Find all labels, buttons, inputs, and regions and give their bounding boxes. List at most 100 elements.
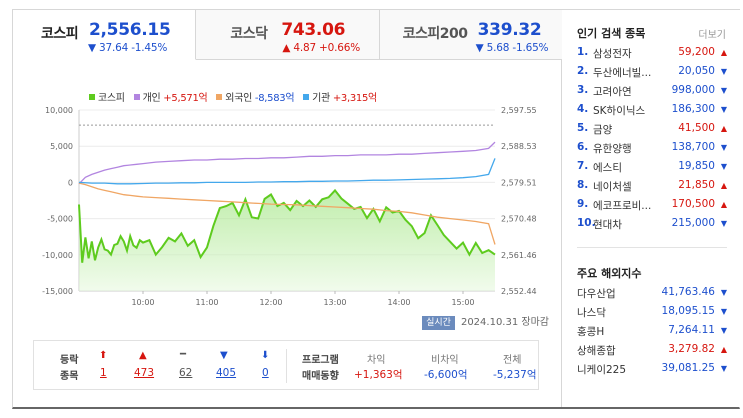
y-right-tick-label: 2,570.48	[501, 215, 537, 224]
tab-change-text: 37.64 -1.45%	[99, 42, 168, 54]
rank: 7.	[577, 160, 589, 172]
popular-item[interactable]: 10. 현대차 215,000 ▼	[577, 217, 727, 235]
index-name: 나스닥	[577, 307, 606, 319]
down-arrow-icon: ▼	[720, 67, 727, 76]
market-summary-box: 등락 종목 ⬆ 1 ▲ 473 ━ 62 ▼ 405 ⬇ 0 프로그램 매매동향…	[33, 340, 539, 390]
more-link[interactable]: 더보기	[698, 30, 726, 41]
stock-price: 41,500	[678, 122, 715, 134]
lower-limit-count[interactable]: 0	[262, 367, 269, 379]
legend-swatch	[303, 94, 310, 100]
investor-series-line	[78, 158, 496, 185]
up-arrow-icon: ▲	[720, 48, 727, 57]
chart-legend: 코스피 개인 +5,571억 외국인 -8,583억 기관 +3,315억	[89, 89, 383, 104]
x-tick-label: 12:00	[259, 298, 282, 307]
world-index-item[interactable]: 니케이225 39,081.25 ▼	[577, 362, 727, 380]
world-title: 주요 해외지수	[577, 267, 642, 280]
stock-price: 21,850	[678, 179, 715, 191]
investor-series-line	[78, 182, 496, 245]
y-left-tick-label: 0	[68, 178, 73, 187]
tab-change-text: 5.68 -1.65%	[486, 42, 549, 54]
index-panel: 코스피 2,556.15 ▼ 37.64 -1.45% 코스닥 743.06 ▲…	[13, 10, 562, 407]
y-left-tick-label: -5,000	[47, 215, 73, 224]
unchanged-count[interactable]: 62	[179, 367, 193, 379]
down-arrow-icon: ▼	[720, 86, 727, 95]
legend-swatch	[133, 94, 140, 100]
x-tick-label: 10:00	[131, 298, 154, 307]
down-arrow-icon: ▼	[720, 307, 727, 316]
stock-name: 현대차	[593, 219, 622, 231]
index-name: 상해종합	[577, 345, 616, 357]
y-right-tick-label: 2,597.55	[501, 106, 537, 115]
index-value: 3,279.82	[668, 343, 715, 355]
legend-label: 개인	[142, 93, 161, 104]
y-left-tick-label: -10,000	[42, 251, 73, 260]
x-tick-label: 13:00	[323, 298, 346, 307]
world-index-item[interactable]: 다우산업 41,763.46 ▼	[577, 286, 727, 304]
realtime-badge[interactable]: 실시간	[422, 316, 455, 330]
popular-item[interactable]: 9. 에코프로비... 170,500 ▲	[577, 198, 727, 216]
popular-item[interactable]: 7. 에스티 19,850 ▼	[577, 160, 727, 178]
stock-name: 금양	[593, 124, 613, 136]
tab-name: 코스닥	[230, 26, 268, 42]
divider	[577, 247, 727, 248]
tab-change: ▲ 4.87 +0.66%	[282, 42, 360, 54]
index-value: 18,095.15	[661, 305, 715, 317]
up-arrow-icon: ▲	[720, 200, 727, 209]
stock-name: 유한양행	[593, 143, 632, 155]
upper-limit-count[interactable]: 1	[100, 367, 107, 379]
fall-count[interactable]: 405	[216, 367, 237, 379]
stock-name: 에코프로비...	[593, 200, 652, 212]
y-right-tick-label: 2,552.44	[501, 287, 537, 296]
index-value: 7,264.11	[668, 324, 715, 336]
legend-label: 기관	[312, 93, 330, 104]
rank: 8.	[577, 179, 589, 191]
total-header: 전체	[503, 355, 522, 366]
popular-item[interactable]: 3. 고려아연 998,000 ▼	[577, 84, 727, 102]
stock-name: 네이처셀	[593, 181, 632, 193]
popular-item[interactable]: 8. 네이처셀 21,850 ▲	[577, 179, 727, 197]
world-index-item[interactable]: 상해종합 3,279.82 ▲	[577, 343, 727, 361]
rank: 4.	[577, 103, 589, 115]
tab-kospi200[interactable]: 코스피200 339.32 ▼ 5.68 -1.65%	[379, 10, 562, 60]
y-right-tick-label: 2,588.53	[501, 142, 537, 151]
stock-name: 두산에너빌...	[593, 67, 652, 79]
rank: 2.	[577, 65, 589, 77]
total-value: -5,237억	[493, 369, 537, 381]
x-tick-label: 15:00	[451, 298, 474, 307]
popular-item[interactable]: 1. 삼성전자 59,200 ▲	[577, 46, 727, 64]
tab-kospi[interactable]: 코스피 2,556.15 ▼ 37.64 -1.45%	[13, 10, 197, 60]
status-text: 2024.10.31 장마감	[460, 317, 549, 328]
stock-name: 고려아연	[593, 86, 632, 98]
legend-foreign: 외국인 -8,583억	[216, 93, 295, 104]
legend-value: +5,571억	[163, 93, 208, 104]
popular-item[interactable]: 5. 금양 41,500 ▲	[577, 122, 727, 140]
index-value: 39,081.25	[661, 362, 715, 374]
divider	[286, 349, 287, 383]
x-tick-label: 11:00	[195, 298, 218, 307]
down-arrow-icon: ▼	[720, 364, 727, 373]
index-tabs: 코스피 2,556.15 ▼ 37.64 -1.45% 코스닥 743.06 ▲…	[13, 10, 562, 60]
y-left-tick-label: 10,000	[45, 106, 73, 115]
index-name: 다우산업	[577, 288, 616, 300]
tab-value: 339.32	[477, 20, 542, 40]
popular-item[interactable]: 4. SK하이닉스 186,300 ▼	[577, 103, 727, 121]
popular-item[interactable]: 6. 유한양행 138,700 ▼	[577, 141, 727, 159]
index-name: 홍콩H	[577, 326, 605, 338]
rise-count[interactable]: 473	[134, 367, 155, 379]
down-arrow-icon: ▼	[475, 42, 484, 54]
stock-price: 998,000	[671, 84, 715, 96]
stock-price: 170,500	[671, 198, 715, 210]
world-index-item[interactable]: 홍콩H 7,264.11 ▼	[577, 324, 727, 342]
legend-label: 코스피	[98, 93, 125, 104]
stock-price: 20,050	[678, 65, 715, 77]
program-label-bottom: 매매동향	[302, 371, 339, 382]
up-arrow-icon: ▲	[720, 345, 727, 354]
down-arrow-icon: ▼	[720, 105, 727, 114]
world-index-item[interactable]: 나스닥 18,095.15 ▼	[577, 305, 727, 323]
down-arrow-icon: ▼	[720, 143, 727, 152]
popular-item[interactable]: 2. 두산에너빌... 20,050 ▼	[577, 65, 727, 83]
tab-name: 코스피	[41, 26, 79, 42]
tab-kosdaq[interactable]: 코스닥 743.06 ▲ 4.87 +0.66%	[196, 10, 380, 60]
legend-individual: 개인 +5,571억	[133, 93, 208, 104]
rank: 3.	[577, 84, 589, 96]
